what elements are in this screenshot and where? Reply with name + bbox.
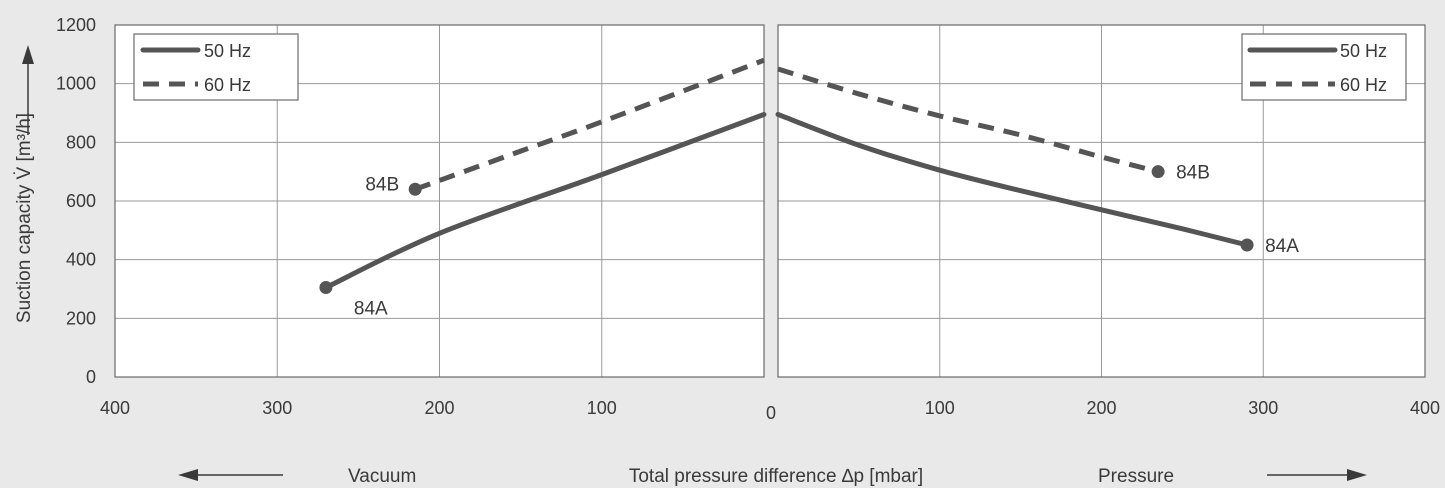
series-endpoint-pressure-60hz bbox=[1151, 165, 1165, 179]
series-endpoint-vacuum-50hz bbox=[319, 281, 333, 295]
y-tick-label: 400 bbox=[66, 250, 96, 270]
y-tick-label: 200 bbox=[66, 308, 96, 328]
grid-layer bbox=[114, 24, 1426, 378]
x-tick-label: 100 bbox=[925, 398, 955, 418]
legend-right-50hz-label: 50 Hz bbox=[1340, 41, 1387, 61]
plot-frame-pressure bbox=[777, 24, 1426, 378]
series-point-label-vacuum-50hz: 84A bbox=[354, 299, 388, 320]
y-axis-arrow bbox=[22, 45, 34, 135]
x-tick-label-center: 0 bbox=[766, 403, 776, 423]
series-line-vacuum-60hz bbox=[414, 57, 765, 192]
series-line-pressure-50hz bbox=[775, 111, 1250, 248]
legend-right-60hz-label: 60 Hz bbox=[1340, 75, 1387, 95]
y-axis-label: Suction capacity V̇ [m³/h] bbox=[14, 113, 35, 323]
y-tick-label: 800 bbox=[66, 132, 96, 152]
legend-left: 50 Hz 60 Hz bbox=[133, 33, 299, 101]
vacuum-label: Vacuum bbox=[348, 466, 416, 487]
series-endpoint-pressure-50hz bbox=[1240, 238, 1254, 252]
x-axis-label: Total pressure difference ∆p [mbar] bbox=[629, 466, 923, 487]
vacuum-arrow bbox=[178, 469, 283, 481]
x-tick-label: 400 bbox=[100, 398, 130, 418]
y-tick-label: 1200 bbox=[56, 15, 96, 35]
series-point-label-vacuum-60hz: 84B bbox=[365, 174, 399, 195]
curve-layer: 84A 84B 84A 84B bbox=[319, 57, 1299, 320]
x-tick-label: 300 bbox=[1248, 398, 1278, 418]
plot-frames bbox=[114, 24, 1426, 378]
legend-left-60hz-label: 60 Hz bbox=[204, 75, 251, 95]
pressure-arrow bbox=[1267, 469, 1367, 481]
series-point-label-pressure-60hz: 84B bbox=[1176, 163, 1210, 184]
x-tick-label: 300 bbox=[262, 398, 292, 418]
tick-labels: 400 300 200 100 100 200 300 4000200400600800100… bbox=[56, 15, 1440, 423]
x-tick-label: 200 bbox=[424, 398, 454, 418]
legend-right: 50 Hz 60 Hz bbox=[1241, 33, 1407, 101]
x-tick-label: 100 bbox=[587, 398, 617, 418]
plot-frame-vacuum bbox=[114, 24, 765, 378]
y-tick-label: 0 bbox=[86, 367, 96, 387]
x-tick-label: 200 bbox=[1086, 398, 1116, 418]
series-line-vacuum-50hz bbox=[323, 111, 767, 291]
y-tick-label: 600 bbox=[66, 191, 96, 211]
y-tick-label: 1000 bbox=[56, 74, 96, 94]
series-point-label-pressure-50hz: 84A bbox=[1265, 236, 1299, 257]
pressure-label: Pressure bbox=[1098, 466, 1174, 487]
legend-left-50hz-label: 50 Hz bbox=[204, 41, 251, 61]
series-endpoint-vacuum-60hz bbox=[408, 182, 422, 196]
x-tick-label: 400 bbox=[1410, 398, 1440, 418]
